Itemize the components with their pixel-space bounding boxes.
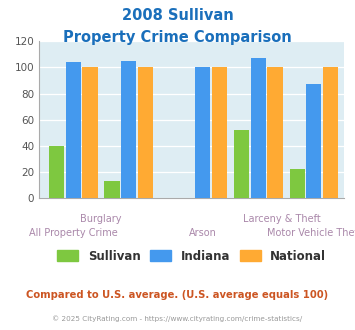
Bar (138, 67, 153, 198)
Bar (49, 146, 64, 198)
Bar (267, 67, 283, 198)
Text: Larceny & Theft: Larceny & Theft (242, 214, 320, 224)
Bar (212, 67, 227, 198)
Bar (195, 67, 211, 198)
Text: Property Crime Comparison: Property Crime Comparison (63, 30, 292, 45)
Bar (66, 62, 81, 198)
Bar (234, 130, 249, 198)
Text: Motor Vehicle Theft: Motor Vehicle Theft (267, 228, 355, 238)
Bar (306, 84, 322, 198)
Bar (104, 181, 120, 198)
Legend: Sullivan, Indiana, National: Sullivan, Indiana, National (53, 245, 331, 267)
Bar (323, 67, 338, 198)
Text: Burglary: Burglary (80, 214, 122, 224)
Text: All Property Crime: All Property Crime (29, 228, 118, 238)
Text: Arson: Arson (189, 228, 217, 238)
Text: Compared to U.S. average. (U.S. average equals 100): Compared to U.S. average. (U.S. average … (26, 290, 329, 300)
Text: © 2025 CityRating.com - https://www.cityrating.com/crime-statistics/: © 2025 CityRating.com - https://www.city… (53, 315, 302, 322)
Bar (82, 67, 98, 198)
Bar (290, 169, 305, 198)
Text: 2008 Sullivan: 2008 Sullivan (122, 8, 233, 23)
Bar (251, 58, 266, 198)
Bar (121, 61, 136, 198)
